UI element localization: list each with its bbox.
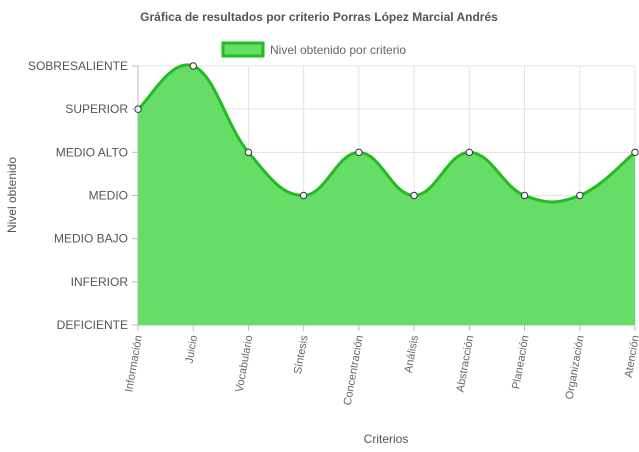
data-point-síntesis[interactable] bbox=[299, 191, 308, 200]
points-layer bbox=[134, 62, 639, 200]
legend-swatch bbox=[221, 41, 265, 58]
series-area bbox=[138, 64, 635, 325]
data-point-concentración[interactable] bbox=[355, 148, 363, 157]
legend[interactable]: Nivel obtenido por criterio bbox=[221, 41, 406, 58]
y-tick-label: SUPERIOR bbox=[65, 102, 128, 116]
x-tick-label: Planeación bbox=[510, 334, 531, 390]
y-tick-label: MEDIO BAJO bbox=[54, 232, 128, 246]
data-point-vocabulario[interactable] bbox=[244, 148, 253, 157]
area-layer bbox=[136, 63, 636, 325]
y-tick-label: MEDIO ALTO bbox=[56, 145, 128, 159]
y-axis-ticks: DEFICIENTE INFERIOR MEDIO BAJO MEDIO MEDIO A… bbox=[28, 59, 138, 332]
data-point-organización[interactable] bbox=[576, 191, 584, 200]
x-tick-label: Organización bbox=[564, 334, 587, 400]
x-axis-ticks: Información Juicio Vocabulario Síntesis Conc… bbox=[123, 325, 639, 406]
data-point-atención[interactable] bbox=[631, 148, 639, 157]
x-tick-label: Concentración bbox=[342, 334, 366, 406]
x-tick-label: Abstracción bbox=[454, 334, 476, 393]
legend-label: Nivel obtenido por criterio bbox=[270, 43, 406, 57]
y-tick-label: SOBRESALIENTE bbox=[28, 59, 128, 73]
x-tick-label: Juicio bbox=[183, 334, 200, 364]
x-tick-label: Síntesis bbox=[292, 334, 311, 375]
data-point-juicio[interactable] bbox=[189, 62, 197, 70]
x-tick-label: Análisis bbox=[403, 334, 421, 374]
x-tick-label: Vocabulario bbox=[234, 334, 256, 393]
y-tick-label: DEFICIENTE bbox=[57, 318, 128, 332]
data-point-abstracción[interactable] bbox=[465, 148, 474, 157]
series-line bbox=[136, 63, 636, 204]
x-tick-label: Atención bbox=[623, 334, 639, 378]
x-axis-label: Criterios bbox=[364, 432, 409, 446]
data-point-análisis[interactable] bbox=[410, 191, 418, 200]
y-tick-label: INFERIOR bbox=[71, 275, 129, 289]
y-tick-label: MEDIO bbox=[89, 189, 128, 203]
data-point-planeación[interactable] bbox=[520, 191, 529, 200]
chart-title: Gráfica de resultados por criterio Porra… bbox=[140, 10, 498, 24]
y-axis-label: Nivel obtenido bbox=[5, 157, 19, 233]
x-tick-label: Información bbox=[123, 334, 145, 393]
